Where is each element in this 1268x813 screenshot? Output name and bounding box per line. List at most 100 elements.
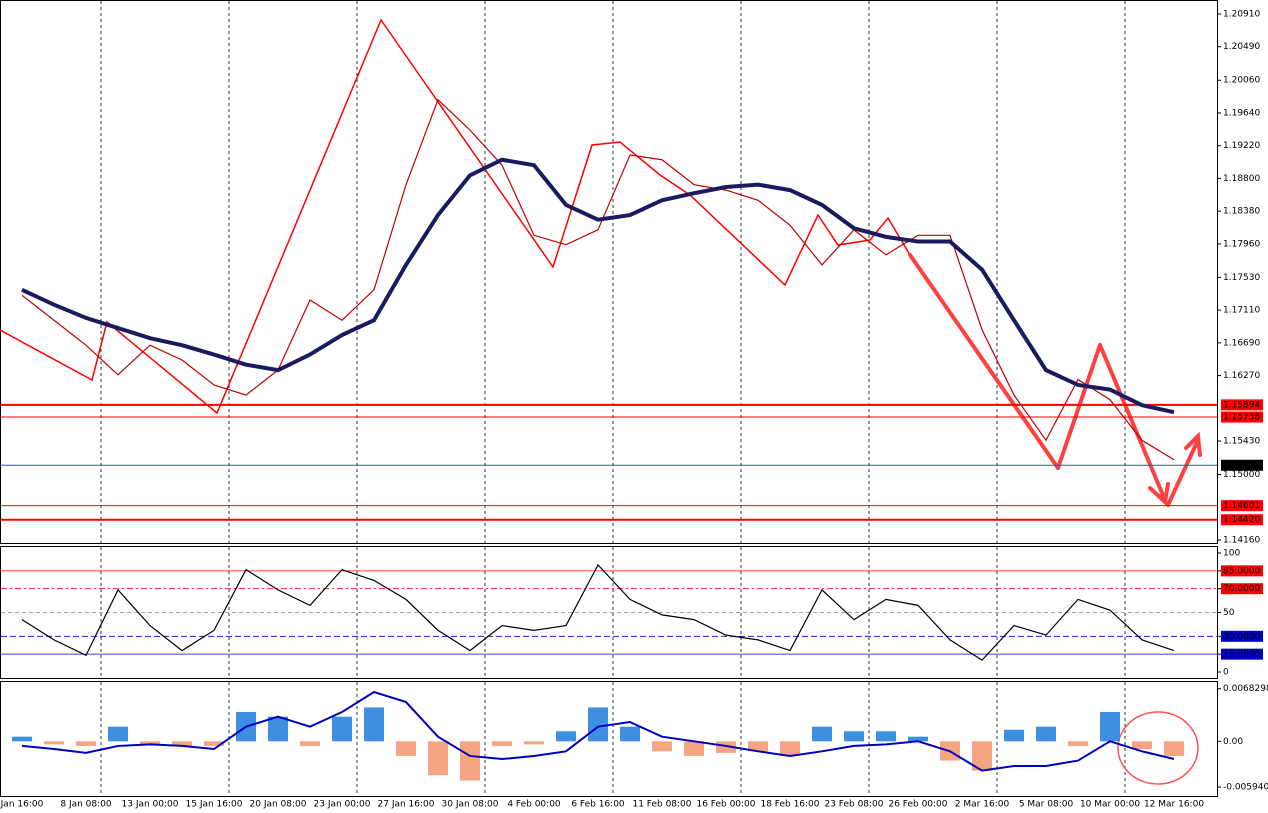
grid — [1, 1, 1217, 796]
x-tick-label: 20 Jan 08:00 — [250, 800, 307, 810]
histogram-bar — [812, 726, 832, 742]
y-tick-label: 100 — [1223, 549, 1240, 559]
histogram-bar — [300, 741, 320, 746]
histogram-bar — [524, 741, 544, 745]
y-tick-label: 1.20490 — [1223, 42, 1260, 52]
histogram-bar — [204, 741, 224, 746]
histogram-bar — [908, 736, 928, 742]
x-tick-label: 12 Mar 16:00 — [1144, 800, 1204, 810]
zigzag — [0, 18, 911, 415]
x-tick-label: 10 Mar 00:00 — [1080, 800, 1140, 810]
y-tick-label: 1.14160 — [1223, 536, 1260, 546]
x-tick-label: Jan 16:00 — [0, 800, 44, 810]
level-label: 1.15119 — [1223, 461, 1260, 471]
main-frame — [0, 0, 1218, 544]
label-box — [1221, 514, 1263, 526]
y-tick-label: 0.0068298 — [1223, 684, 1268, 694]
histogram-bar — [460, 741, 480, 781]
x-tick-label: 23 Feb 08:00 — [824, 800, 883, 810]
histogram-bar — [1164, 741, 1184, 756]
histogram-bar — [364, 707, 384, 742]
histogram-bar — [332, 716, 352, 742]
histogram-bar — [684, 741, 704, 756]
histogram-bar — [268, 716, 288, 742]
y-tick-label: 70.0000 — [1223, 584, 1260, 594]
y-tick-label: 1.19640 — [1223, 108, 1260, 118]
histogram-bar — [140, 741, 160, 745]
histogram-bar — [716, 741, 736, 753]
series-line — [21, 690, 1175, 772]
arrow — [1098, 343, 1167, 502]
x-tick-label: 11 Feb 08:00 — [632, 800, 691, 810]
arrow — [1166, 438, 1200, 507]
label-box — [1221, 648, 1263, 660]
label-box — [1221, 500, 1263, 512]
histogram-bar — [76, 741, 96, 746]
x-tick-label: 2 Mar 16:00 — [955, 800, 1010, 810]
y-tick-label: 1.16690 — [1223, 338, 1260, 348]
arrow-head — [1148, 482, 1170, 507]
x-tick-label: 30 Jan 08:00 — [442, 800, 499, 810]
y-tick-label: 1.19220 — [1223, 141, 1260, 151]
level-label: 1.15738 — [1223, 413, 1260, 423]
arrows — [908, 253, 1202, 507]
histogram-bar — [652, 741, 672, 752]
arrow — [1056, 343, 1102, 470]
y-tick-label: 1.17960 — [1223, 239, 1260, 249]
y-tick-label: 1.18800 — [1223, 174, 1260, 184]
y-tick-label: 30.0000 — [1223, 632, 1260, 642]
histogram-bar — [1132, 741, 1152, 750]
level-label: 1.14601 — [1223, 501, 1260, 511]
y-tick-label: 1.17530 — [1223, 273, 1260, 283]
arrow-head — [1184, 431, 1202, 457]
x-tick-label: 13 Jan 00:00 — [122, 800, 179, 810]
x-tick-label: 27 Jan 16:00 — [378, 800, 435, 810]
histogram-bar — [1068, 741, 1088, 746]
histogram-bar — [844, 731, 864, 742]
label-box — [1221, 565, 1263, 577]
x-tick-label: 6 Feb 16:00 — [571, 800, 625, 810]
label-box — [1221, 459, 1263, 471]
x-tick-label: 18 Feb 16:00 — [760, 800, 819, 810]
label-box — [1221, 411, 1263, 423]
histogram-bar — [748, 741, 768, 752]
series-line — [21, 563, 1175, 661]
x-tick-label: 8 Jan 08:00 — [60, 800, 112, 810]
y-tick-label: -0.005940 — [1223, 783, 1268, 793]
histogram-bar — [396, 741, 416, 756]
x-tick-label: 16 Feb 00:00 — [696, 800, 755, 810]
y-tick-label: 1.17110 — [1223, 306, 1260, 316]
x-tick-label: 4 Feb 00:00 — [507, 800, 561, 810]
histogram-bar — [108, 726, 128, 742]
y-tick-label: 1.20910 — [1223, 10, 1260, 20]
histogram-bar — [492, 741, 512, 746]
histogram-bar — [972, 741, 992, 771]
y-tick-label: 85.0000 — [1223, 566, 1260, 576]
macd-frame — [0, 681, 1218, 797]
y-tick-label: 0.00 — [1223, 737, 1243, 747]
y-tick-label: 1.16270 — [1223, 371, 1260, 381]
x-tick-label: 26 Feb 00:00 — [888, 800, 947, 810]
series-line — [21, 98, 1175, 461]
histogram-bar — [428, 741, 448, 776]
y-tick-label: 0 — [1223, 668, 1229, 678]
histogram-bar — [620, 726, 640, 742]
x-tick-label: 23 Jan 00:00 — [314, 800, 371, 810]
histogram-bar — [172, 741, 192, 746]
arrow — [908, 253, 1060, 470]
histogram-bar — [1100, 712, 1120, 742]
histogram-bar — [588, 707, 608, 742]
histogram-bar — [12, 736, 32, 742]
histogram-bar — [780, 741, 800, 756]
y-tick-label: 1.20060 — [1223, 76, 1260, 86]
histogram-bar — [1004, 729, 1024, 742]
level-label: 1.15894 — [1223, 400, 1260, 410]
histogram-bar — [876, 731, 896, 742]
y-tick-label: 50 — [1223, 608, 1235, 618]
histogram-bar — [44, 741, 64, 745]
histogram-bar — [556, 731, 576, 742]
label-box — [1221, 630, 1263, 642]
x-tick-label: 5 Mar 08:00 — [1019, 800, 1074, 810]
histogram-bar — [1036, 726, 1056, 742]
